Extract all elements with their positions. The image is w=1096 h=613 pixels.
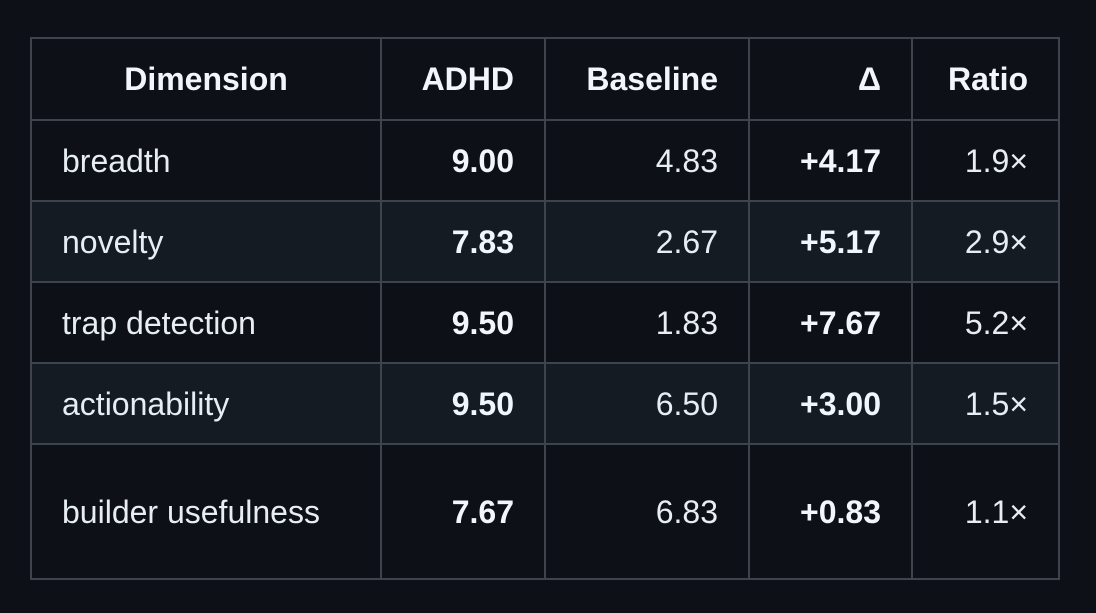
cell-delta: +0.83: [748, 443, 913, 580]
cell-ratio: 1.1×: [911, 443, 1060, 580]
table-row: breadth 9.00 4.83 +4.17 1.9×: [30, 119, 1060, 202]
cell-delta: +7.67: [748, 281, 913, 364]
cell-adhd: 9.00: [380, 119, 546, 202]
cell-dimension: breadth: [30, 119, 382, 202]
cell-dimension: builder usefulness: [30, 443, 382, 580]
cell-baseline: 6.83: [544, 443, 750, 580]
cell-dimension: trap detection: [30, 281, 382, 364]
cell-baseline: 1.83: [544, 281, 750, 364]
cell-ratio: 1.5×: [911, 362, 1060, 445]
cell-adhd: 9.50: [380, 281, 546, 364]
cell-dimension: actionability: [30, 362, 382, 445]
table-header: Dimension ADHD Baseline Δ Ratio: [30, 37, 1060, 121]
cell-ratio: 2.9×: [911, 200, 1060, 283]
cell-adhd: 7.67: [380, 443, 546, 580]
header-delta: Δ: [748, 37, 913, 121]
header-baseline: Baseline: [544, 37, 750, 121]
comparison-table: Dimension ADHD Baseline Δ Ratio breadth …: [30, 37, 1060, 580]
cell-dimension: novelty: [30, 200, 382, 283]
cell-delta: +4.17: [748, 119, 913, 202]
table-row: novelty 7.83 2.67 +5.17 2.9×: [30, 200, 1060, 283]
table-row: builder usefulness 7.67 6.83 +0.83 1.1×: [30, 443, 1060, 580]
table-body: breadth 9.00 4.83 +4.17 1.9× novelty 7.8…: [30, 119, 1060, 580]
table-row: actionability 9.50 6.50 +3.00 1.5×: [30, 362, 1060, 445]
header-adhd: ADHD: [380, 37, 546, 121]
header-ratio: Ratio: [911, 37, 1060, 121]
cell-adhd: 7.83: [380, 200, 546, 283]
header-dimension: Dimension: [30, 37, 382, 121]
table-container: Dimension ADHD Baseline Δ Ratio breadth …: [30, 37, 1060, 580]
cell-baseline: 6.50: [544, 362, 750, 445]
cell-baseline: 2.67: [544, 200, 750, 283]
cell-ratio: 5.2×: [911, 281, 1060, 364]
cell-delta: +3.00: [748, 362, 913, 445]
cell-delta: +5.17: [748, 200, 913, 283]
header-row: Dimension ADHD Baseline Δ Ratio: [30, 37, 1060, 121]
table-row: trap detection 9.50 1.83 +7.67 5.2×: [30, 281, 1060, 364]
cell-baseline: 4.83: [544, 119, 750, 202]
cell-adhd: 9.50: [380, 362, 546, 445]
cell-ratio: 1.9×: [911, 119, 1060, 202]
